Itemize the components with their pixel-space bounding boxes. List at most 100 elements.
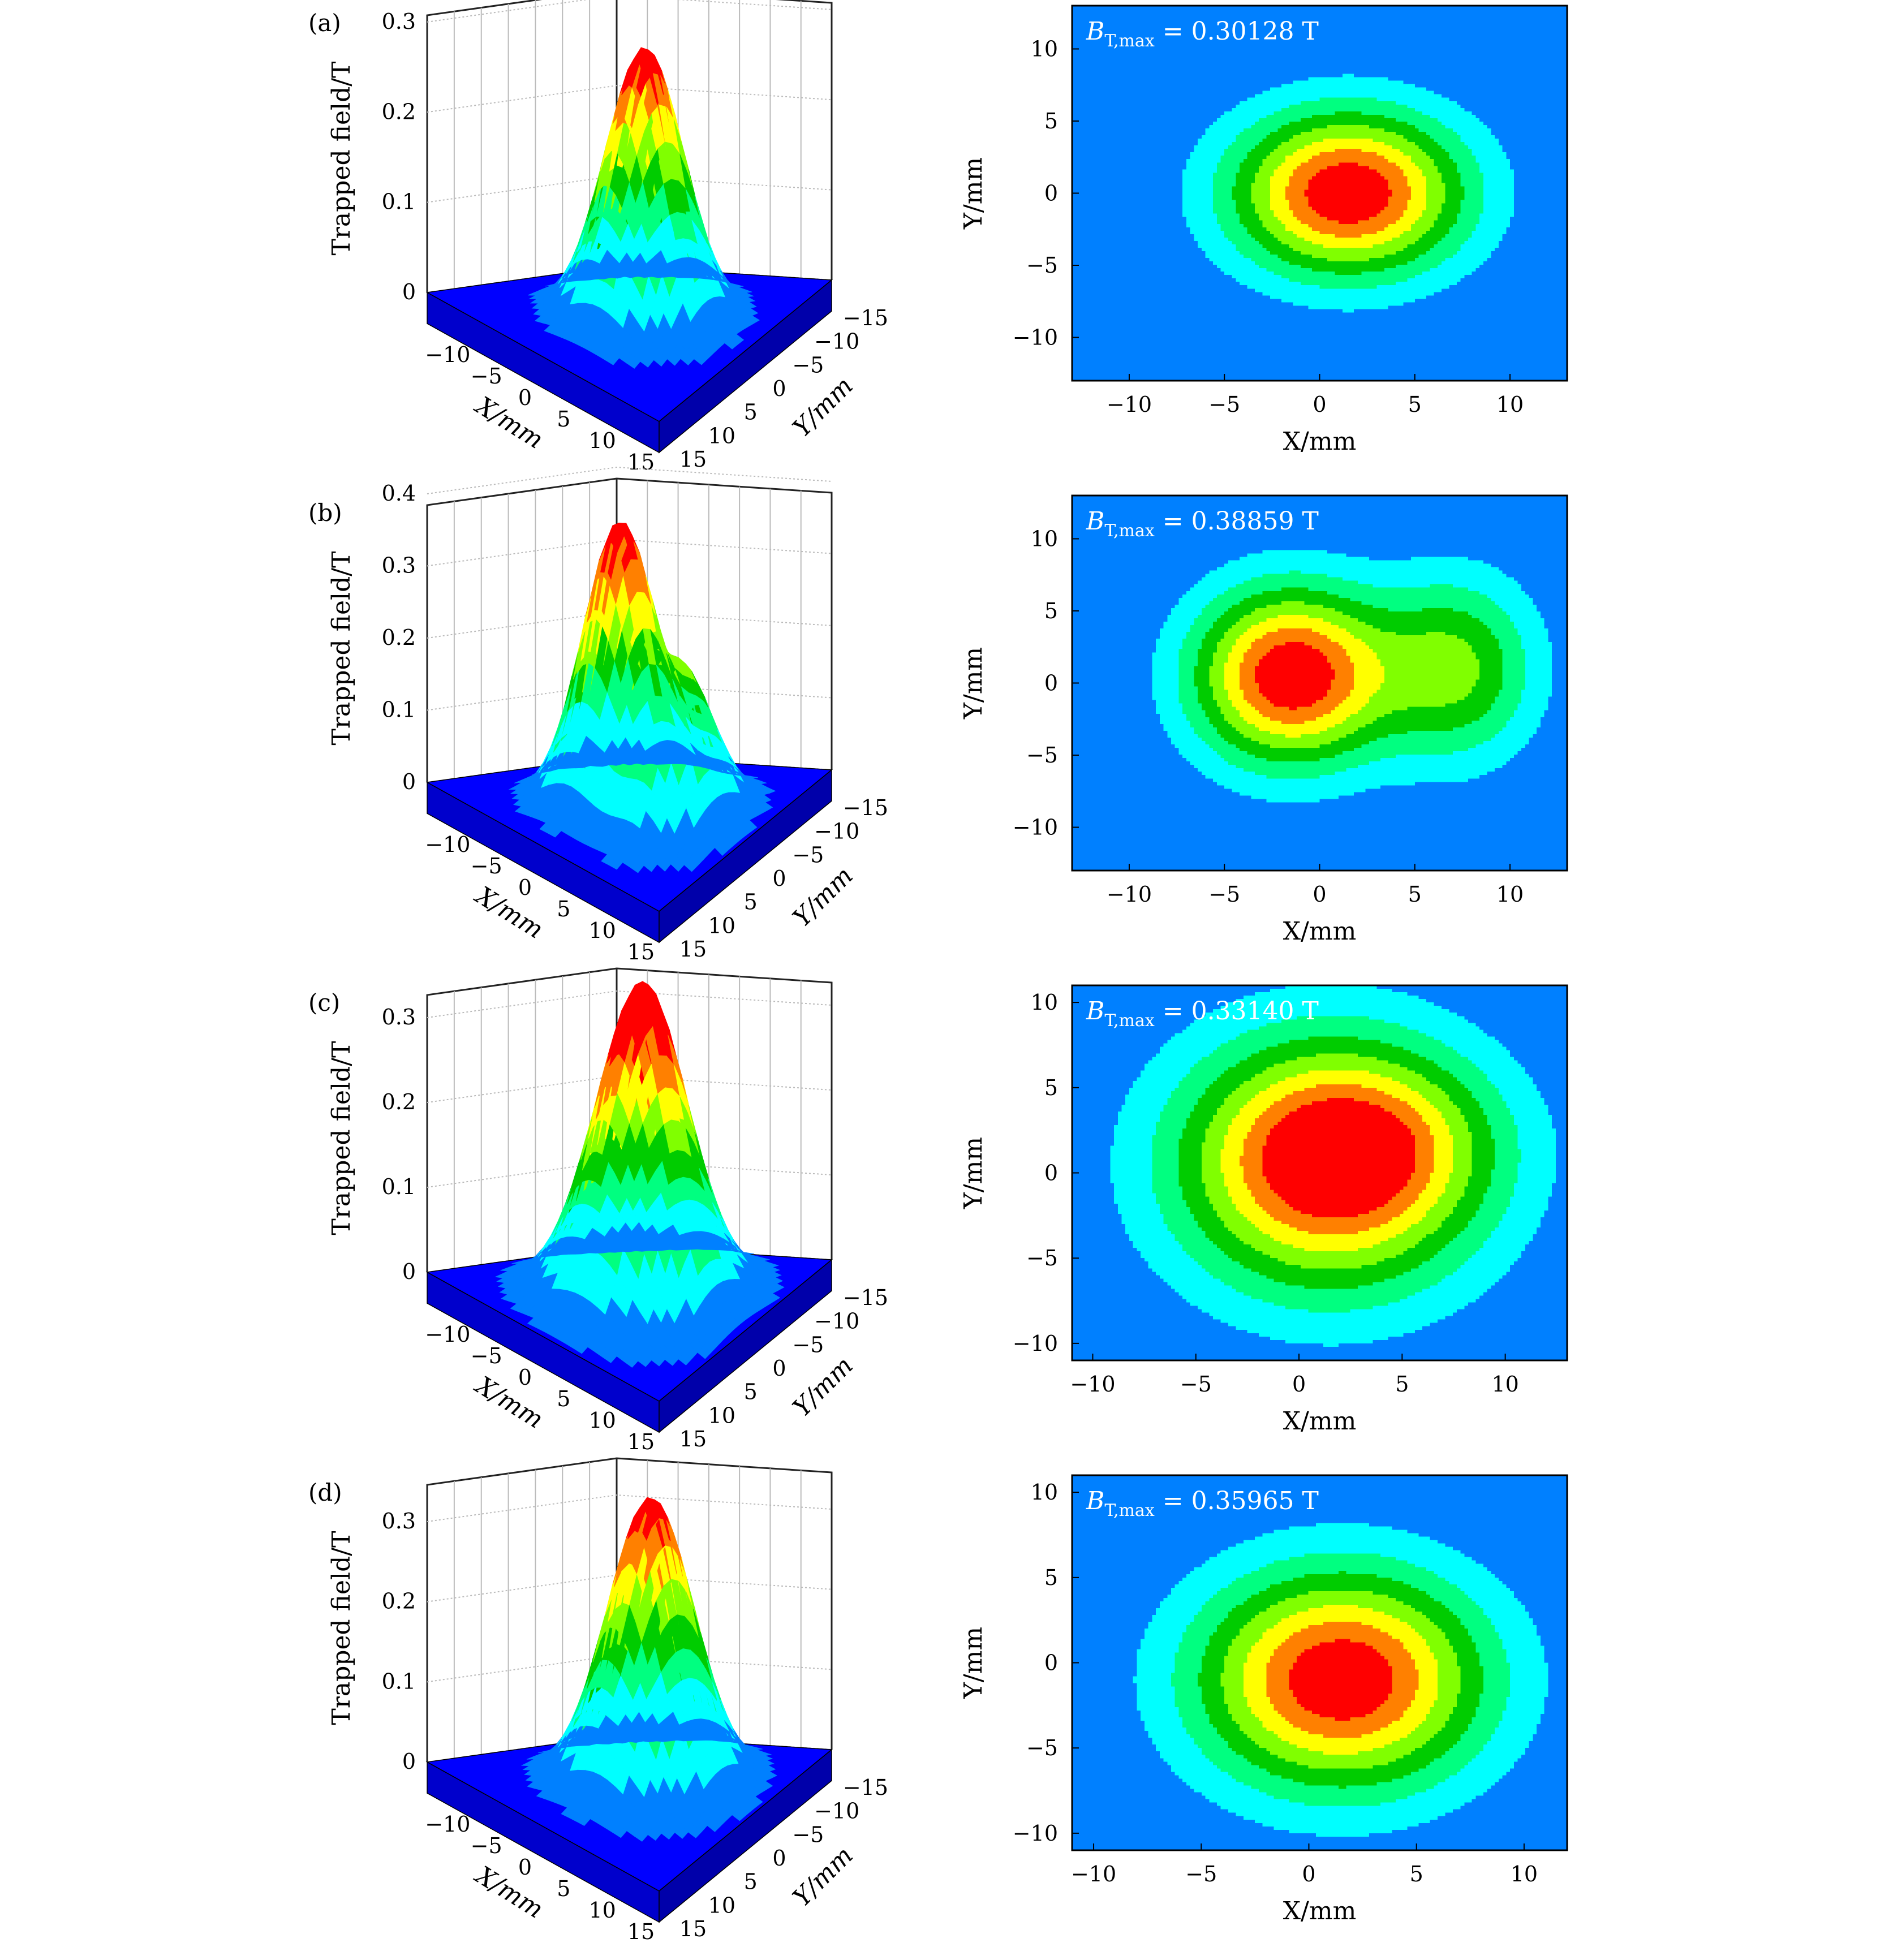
contour-cell bbox=[1331, 740, 1370, 745]
contour-cell bbox=[1243, 1149, 1263, 1153]
contour-cell bbox=[1243, 1166, 1263, 1170]
contour-cell bbox=[1498, 639, 1522, 643]
y-tick-label: −5 bbox=[792, 842, 824, 867]
surface-facet bbox=[770, 1283, 785, 1291]
contour-cell bbox=[1388, 186, 1412, 191]
contour-cell bbox=[1495, 1036, 1568, 1041]
contour-cell bbox=[1072, 1567, 1194, 1571]
contour-cell bbox=[1205, 1135, 1225, 1139]
contour-cell bbox=[1258, 1026, 1408, 1030]
contour-cell bbox=[1072, 87, 1271, 92]
contour-cell bbox=[1224, 591, 1263, 595]
contour-cell bbox=[1434, 1002, 1568, 1006]
contour-cell bbox=[1072, 230, 1191, 235]
contour-cell bbox=[1483, 173, 1515, 176]
contour-cell bbox=[1513, 1190, 1552, 1194]
contour-cell bbox=[1472, 149, 1503, 153]
contour-cell bbox=[1357, 727, 1453, 731]
contour-cell bbox=[1506, 152, 1568, 156]
contour-cell bbox=[1430, 1128, 1449, 1132]
contour-cell bbox=[1072, 744, 1176, 748]
y-tick-label: 0 bbox=[772, 866, 786, 891]
contour-cell bbox=[1072, 587, 1191, 592]
contour-cell bbox=[1460, 247, 1495, 252]
contour-cell bbox=[1198, 659, 1214, 663]
contour-cell bbox=[1414, 142, 1438, 146]
y-axis-label: Y/mm bbox=[959, 157, 988, 230]
contour-cell bbox=[1228, 1227, 1259, 1231]
contour-cell bbox=[1411, 1584, 1457, 1588]
x-tick-label: 5 bbox=[1395, 1372, 1409, 1397]
contour-cell bbox=[1399, 1299, 1477, 1303]
contour-cell bbox=[1072, 1094, 1126, 1099]
contour-cell bbox=[1205, 254, 1244, 259]
contour-cell bbox=[1517, 580, 1568, 585]
contour-cell bbox=[1445, 193, 1465, 197]
contour-cell bbox=[1502, 1213, 1545, 1218]
contour-cell bbox=[1449, 1070, 1484, 1075]
y-tick-label: 15 bbox=[679, 1427, 707, 1451]
contour-cell bbox=[1414, 1142, 1435, 1146]
contour-cell bbox=[1426, 295, 1568, 299]
contour-cell bbox=[1121, 1217, 1164, 1221]
contour-cell bbox=[1506, 1207, 1548, 1211]
contour-cell bbox=[1483, 1563, 1568, 1568]
contour-cell bbox=[1513, 577, 1568, 581]
contour-cell bbox=[1072, 135, 1202, 139]
contour-cell bbox=[1258, 169, 1275, 173]
contour-cell bbox=[1174, 1033, 1240, 1037]
contour-cell bbox=[1517, 707, 1548, 711]
contour-cell bbox=[1072, 614, 1168, 619]
contour-cell bbox=[1403, 1230, 1435, 1235]
contour-cell bbox=[1129, 1087, 1176, 1092]
contour-cell bbox=[1262, 1152, 1416, 1156]
contour-cell bbox=[1506, 227, 1568, 231]
contour-cell bbox=[1186, 217, 1217, 221]
contour-cell bbox=[1198, 142, 1233, 146]
max-field-annotation: BT,max = 0.30128 T bbox=[1086, 17, 1319, 51]
contour-cell bbox=[1422, 1094, 1449, 1099]
contour-cell bbox=[1464, 275, 1568, 279]
contour-cell bbox=[1240, 169, 1259, 173]
contour-cell bbox=[1472, 1152, 1495, 1156]
contour-cell bbox=[1243, 1080, 1279, 1085]
contour-cell bbox=[1396, 282, 1457, 286]
contour-cell bbox=[1502, 608, 1537, 612]
contour-cell bbox=[1072, 1326, 1237, 1330]
contour-cell bbox=[1072, 512, 1568, 516]
contour-cell bbox=[1228, 608, 1255, 612]
contour-cell bbox=[1163, 622, 1194, 626]
contour-cell bbox=[1072, 124, 1210, 129]
contour-cell bbox=[1434, 220, 1457, 225]
contour-cell bbox=[1414, 162, 1435, 166]
z-tick-label: 0.3 bbox=[382, 9, 416, 34]
contour-cell bbox=[1186, 166, 1217, 170]
contour-cell bbox=[1396, 118, 1438, 122]
contour-cell bbox=[1315, 700, 1343, 704]
x-tick-label: 5 bbox=[557, 407, 570, 432]
contour-cell bbox=[1072, 189, 1183, 194]
contour-cell bbox=[1426, 203, 1442, 208]
contour-cell bbox=[1072, 822, 1568, 827]
contour-cell bbox=[1201, 1563, 1267, 1568]
contour-cell bbox=[1072, 1553, 1217, 1558]
contour-cell bbox=[1468, 587, 1522, 592]
contour-cell bbox=[1255, 121, 1290, 126]
contour-cell bbox=[1072, 254, 1206, 259]
contour-cell bbox=[1502, 659, 1526, 663]
contour-cell bbox=[1125, 1224, 1168, 1228]
contour-cell bbox=[1521, 690, 1552, 694]
contour-cell bbox=[1255, 237, 1279, 242]
contour-cell bbox=[1224, 683, 1240, 687]
contour-cell bbox=[1190, 1115, 1214, 1119]
contour-cell bbox=[1178, 662, 1198, 666]
contour-cell bbox=[1152, 693, 1180, 697]
contour-cell bbox=[1213, 193, 1233, 197]
contour-cell bbox=[1072, 1217, 1122, 1221]
contour-cell bbox=[1460, 104, 1568, 109]
contour-cell bbox=[1236, 1115, 1259, 1119]
contour-cell bbox=[1483, 622, 1515, 626]
contour-cell bbox=[1072, 240, 1198, 245]
contour-cell bbox=[1414, 84, 1568, 88]
contour-cell bbox=[1156, 1272, 1210, 1276]
